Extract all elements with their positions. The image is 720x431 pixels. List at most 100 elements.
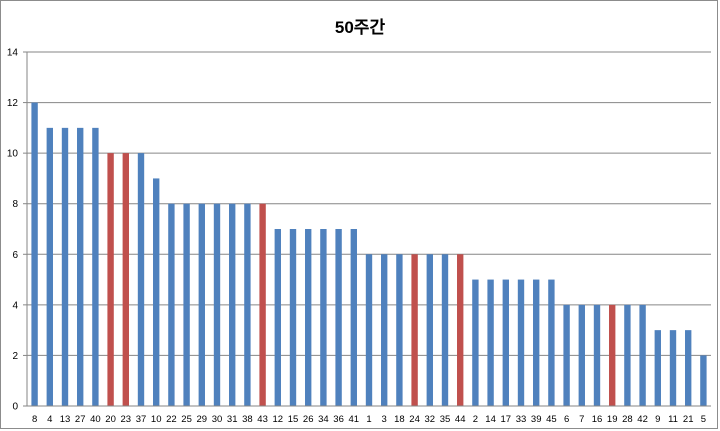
x-tick-label: 27: [75, 414, 86, 425]
bar-10: [153, 178, 160, 406]
x-tick-label: 14: [485, 414, 496, 425]
x-tick-label: 4: [47, 414, 52, 425]
x-tick-label: 35: [440, 414, 451, 425]
x-tick-label: 37: [136, 414, 147, 425]
x-tick-label: 15: [288, 414, 299, 425]
x-tick-label: 39: [531, 414, 542, 425]
x-tick-label: 40: [90, 414, 101, 425]
bar-6: [563, 304, 570, 406]
x-tick-label: 41: [349, 414, 360, 425]
bar-11: [669, 330, 677, 406]
bar-37: [137, 153, 145, 406]
bar-16: [593, 304, 601, 406]
x-tick-label: 5: [701, 414, 706, 425]
x-tick-label: 26: [303, 414, 314, 425]
bar-3: [381, 254, 388, 406]
bar-41: [350, 229, 357, 406]
y-tick-label: 14: [7, 48, 19, 59]
x-tick-label: 11: [668, 414, 678, 425]
x-tick-label: 29: [197, 414, 208, 425]
bar-23: [122, 153, 129, 406]
bar-34: [320, 229, 327, 406]
y-tick-label: 8: [12, 199, 18, 210]
x-tick-label: 8: [32, 414, 37, 425]
axes: [23, 51, 711, 407]
bar-25: [183, 203, 190, 406]
bar-29: [198, 203, 205, 406]
bar-2: [472, 279, 479, 406]
x-tick-label: 18: [394, 414, 405, 425]
bar-31: [229, 203, 236, 406]
x-tick-label: 42: [637, 414, 648, 425]
x-tick-label: 43: [257, 414, 268, 425]
x-tick-label: 19: [607, 414, 618, 425]
x-tick-label: 10: [151, 414, 162, 425]
bar-21: [685, 330, 692, 406]
bar-13: [61, 127, 69, 407]
y-tick-label: 12: [7, 98, 19, 109]
bar-14: [487, 279, 494, 406]
x-tick-label: 33: [516, 414, 527, 425]
bar-42: [639, 304, 646, 406]
x-tick-label: 34: [318, 414, 329, 425]
bar-44: [457, 254, 464, 406]
x-tick-label: 12: [273, 414, 284, 425]
bar-26: [305, 229, 312, 406]
bar-38: [244, 203, 251, 406]
bar-33: [517, 279, 525, 406]
x-tick-label: 6: [564, 414, 569, 425]
y-tick-label: 0: [12, 402, 18, 413]
y-tick-label: 10: [7, 149, 19, 160]
x-tick-label: 22: [166, 414, 177, 425]
bar-43: [259, 203, 266, 406]
y-tick-label: 6: [12, 250, 18, 261]
x-tick-label: 13: [60, 414, 71, 425]
x-tick-label: 7: [579, 414, 584, 425]
x-tick-label: 23: [121, 414, 132, 425]
x-tick-label: 24: [409, 414, 420, 425]
x-tick-label: 38: [242, 414, 253, 425]
y-tick-label: 4: [12, 300, 18, 311]
y-tick-label: 2: [12, 351, 18, 362]
x-tick-label: 9: [655, 414, 660, 425]
x-tick-label: 1: [366, 414, 371, 425]
x-tick-label: 45: [546, 414, 557, 425]
bar-36: [335, 229, 342, 406]
x-tick-label: 20: [105, 414, 116, 425]
bar-1: [365, 254, 373, 406]
bar-15: [289, 229, 297, 406]
x-axis-ticks: 8 4 13 27 40 20 23 37 10 22 25 29 30 31 38 43 12 15 26 34 36…: [32, 414, 706, 425]
x-tick-label: 25: [181, 414, 192, 425]
x-tick-label: 3: [382, 414, 387, 425]
bar-30: [213, 203, 221, 406]
bar-20: [107, 153, 114, 406]
bar-28: [624, 304, 631, 406]
x-tick-label: 30: [212, 414, 223, 425]
x-tick-label: 31: [227, 414, 238, 425]
bar-35: [441, 254, 449, 406]
y-axis-ticks: 0 2 4 6 8 10 12 14: [7, 48, 19, 413]
x-tick-label: 21: [683, 414, 694, 425]
bars: [31, 102, 707, 407]
bar-19: [609, 304, 616, 406]
bar-22: [168, 203, 175, 406]
x-tick-label: 44: [455, 414, 466, 425]
bar-32: [426, 254, 433, 406]
bar-27: [77, 127, 84, 407]
bar-39: [533, 279, 540, 406]
x-tick-label: 16: [592, 414, 603, 425]
bar-45: [548, 279, 555, 406]
bar-17: [502, 279, 509, 406]
bar-40: [92, 127, 99, 407]
bar-9: [654, 330, 661, 406]
x-tick-label: 32: [425, 414, 436, 425]
bar-12: [274, 229, 281, 406]
bar-8: [31, 102, 38, 406]
bar-24: [411, 254, 418, 406]
x-tick-label: 2: [473, 414, 478, 425]
bar-7: [578, 304, 585, 406]
bar-4: [46, 127, 53, 407]
bar-5: [700, 355, 707, 406]
